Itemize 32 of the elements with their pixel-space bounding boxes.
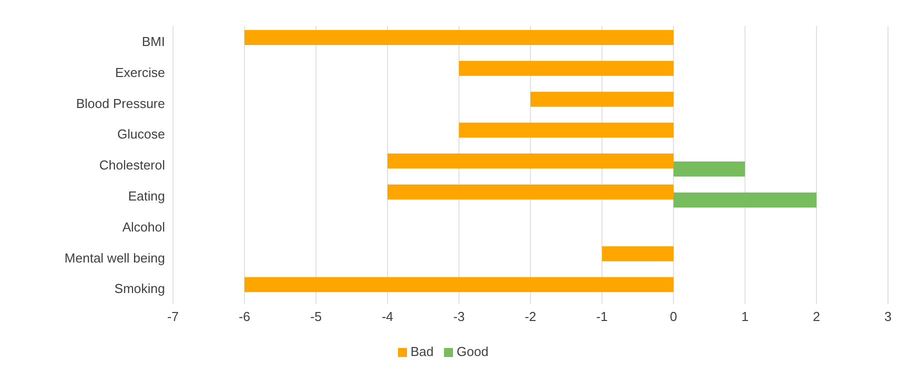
y-tick-label: Alcohol	[122, 219, 166, 234]
bar	[244, 30, 674, 45]
bar	[459, 60, 674, 76]
y-tick-label: Exercise	[115, 64, 165, 80]
y-tick-label: Smoking	[114, 281, 165, 296]
bar	[244, 277, 674, 292]
y-tick-label: BMI	[142, 34, 165, 50]
y-tick-label: Eating	[128, 188, 165, 204]
x-tick-label: 3	[884, 309, 892, 324]
bar	[459, 122, 674, 138]
bar	[388, 154, 674, 169]
y-tick-label: Cholesterol	[99, 158, 166, 173]
y-tick-label: Glucose	[117, 126, 165, 142]
legend-label: Good	[456, 344, 488, 359]
bar	[388, 184, 674, 200]
x-tick-label: 0	[670, 309, 678, 324]
bar	[674, 192, 816, 208]
bar	[674, 162, 745, 177]
x-tick-label: -2	[524, 309, 536, 324]
x-tick-label: -5	[310, 309, 322, 324]
y-tick-label: Mental well being	[64, 250, 165, 266]
y-tick-label: Blood Pressure	[76, 96, 165, 111]
legend-label: Bad	[410, 344, 434, 359]
bar	[602, 246, 674, 262]
x-tick-label: -3	[453, 309, 465, 324]
x-tick-label: 2	[812, 309, 820, 324]
x-tick-label: -7	[167, 309, 179, 324]
x-tick-label: -4	[382, 309, 394, 324]
x-tick-label: -6	[238, 309, 250, 324]
bar	[530, 92, 674, 107]
x-tick-label: 1	[741, 309, 749, 324]
x-tick-label: -1	[596, 309, 608, 324]
